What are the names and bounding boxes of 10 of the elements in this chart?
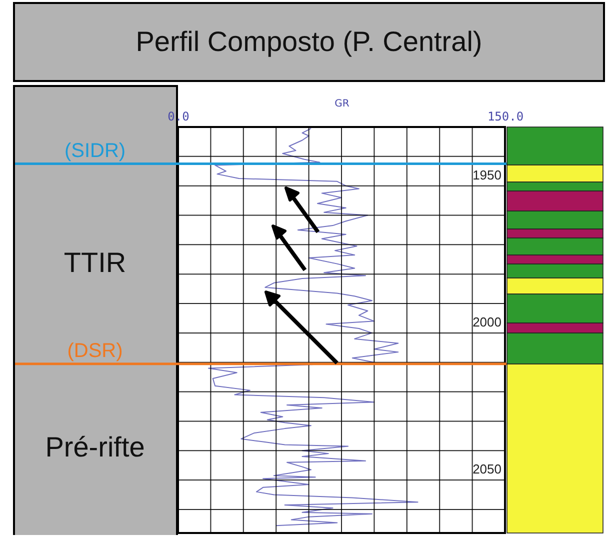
ref-line-label: (DSR) (67, 340, 123, 362)
x-axis-title: GR (334, 98, 350, 110)
ref-line-label: (SIDR) (64, 140, 126, 162)
y-tick-label: 2000 (472, 314, 502, 330)
y-tick-label: 2050 (472, 462, 502, 477)
x-tick-label: 150.0 (487, 110, 524, 124)
chart-title: Perfil Composto (P. Central) (13, 2, 605, 82)
text: Pré-rifte (45, 431, 145, 462)
y-tick-label: 1950 (472, 167, 502, 182)
text: TTIR (64, 246, 126, 278)
